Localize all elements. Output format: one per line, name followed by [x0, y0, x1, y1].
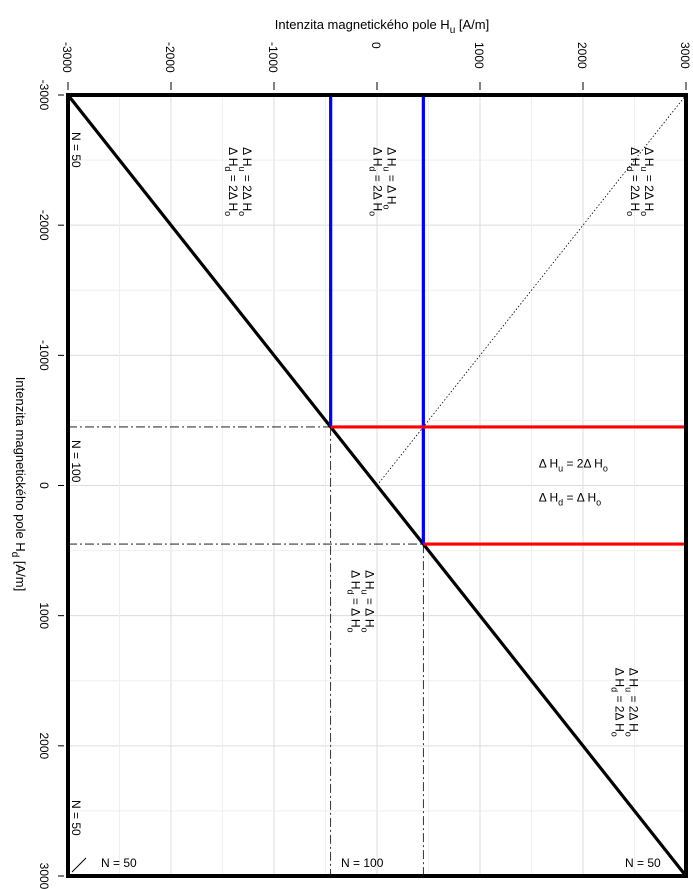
y-tick-label: 0 [37, 482, 51, 489]
n-label-left-mid: N = 100 [69, 440, 83, 483]
n-labels: N = 50 N = 100 N = 50 N = 50 N = 100 N =… [69, 132, 661, 873]
y-tick-label: 2000 [37, 732, 51, 759]
n-label-left-bot: N = 50 [69, 800, 83, 836]
x-axis-title: Intenzita magnetického pole Hu [A/m] [275, 17, 489, 36]
annotation-region_top_right: Δ Hu = 2Δ HoΔ Hd = 2Δ Ho [625, 147, 656, 216]
annotation-line: Δ Hu = 2Δ Ho [623, 668, 640, 737]
x-tick-label: 1000 [472, 42, 486, 69]
y-tick-label: -3000 [37, 80, 51, 111]
annotation-region_top_left: Δ Hu = 2Δ HoΔ Hd = 2Δ Ho [223, 147, 254, 216]
n-label-left-top: N = 50 [69, 132, 83, 168]
annotation-line: Δ Hu = Δ Ho [360, 570, 377, 632]
annotation-region_center_right: Δ Hu = 2Δ Ho Δ Hd = Δ Ho [539, 457, 608, 508]
annotation-line: Δ Hd = 2Δ Ho [625, 147, 642, 216]
y-tick-label: 1000 [37, 602, 51, 629]
dotted-diagonal [376, 94, 687, 486]
x-tick-label: 3000 [678, 42, 692, 69]
series-lines [66, 94, 688, 877]
region-annotations: Δ Hu = 2Δ HoΔ Hd = 2Δ HoΔ Hu = Δ HoΔ Hd … [223, 147, 656, 737]
x-tick-label: -3000 [60, 42, 74, 73]
tick-labels: -3000 -2000 -1000 0 1000 2000 3000 -3000 -2000 -1… [37, 42, 692, 889]
annotation-line: Δ Hd = Δ Ho [539, 491, 601, 508]
annotation-region_top_mid: Δ Hu = Δ HoΔ Hd = 2Δ Ho [367, 147, 398, 216]
annotation-line: Δ Hu = Δ Ho [381, 147, 398, 209]
annotation-line: Δ Hd = 2Δ Ho [609, 668, 626, 737]
annotation-line: Δ Hd = 2Δ Ho [367, 147, 384, 216]
series-line-0 [66, 94, 688, 877]
annotation-line: Δ Hu = 2Δ Ho [639, 147, 656, 216]
annotation-line: Δ Hu = 2Δ Ho [539, 457, 608, 474]
n-label-bottom-mid: N = 100 [341, 856, 384, 870]
x-tick-label: -1000 [266, 42, 280, 73]
y-tick-label: -2000 [37, 210, 51, 241]
y-tick-label: -1000 [37, 340, 51, 371]
y-tick-label: 3000 [37, 863, 51, 889]
annotation-line: Δ Hd = Δ Ho [346, 570, 363, 632]
y-axis-title: Intenzita magnetického pole Hd [A/m] [9, 377, 28, 591]
annotation-line: Δ Hu = 2Δ Ho [237, 147, 254, 216]
x-tick-label: 2000 [575, 42, 589, 69]
plot-frame [66, 93, 688, 878]
guide-lines [68, 94, 687, 876]
annotation-region_bottom_right: Δ Hu = 2Δ HoΔ Hd = 2Δ Ho [609, 668, 640, 737]
corner-slash [71, 857, 87, 873]
x-tick-label: 0 [369, 42, 383, 49]
n-label-bottom-right: N = 50 [625, 856, 661, 870]
annotation-region_center: Δ Hu = Δ HoΔ Hd = Δ Ho [346, 570, 377, 632]
annotation-line: Δ Hd = 2Δ Ho [223, 147, 240, 216]
x-tick-label: -2000 [163, 42, 177, 73]
n-label-bottom-left: N = 50 [101, 856, 137, 870]
